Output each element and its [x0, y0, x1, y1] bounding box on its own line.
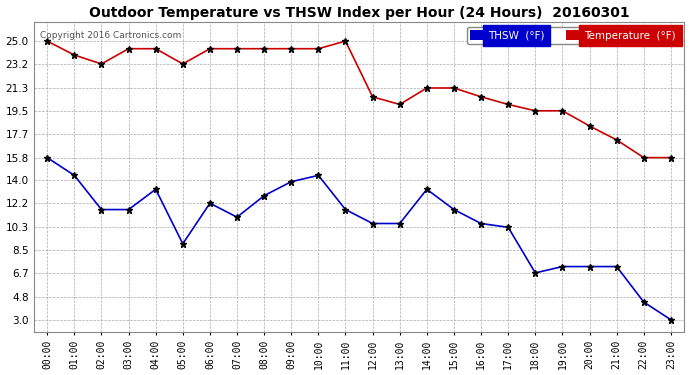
Text: Copyright 2016 Cartronics.com: Copyright 2016 Cartronics.com	[40, 32, 181, 40]
Legend: THSW  (°F), Temperature  (°F): THSW (°F), Temperature (°F)	[466, 27, 679, 44]
Title: Outdoor Temperature vs THSW Index per Hour (24 Hours)  20160301: Outdoor Temperature vs THSW Index per Ho…	[89, 6, 629, 20]
